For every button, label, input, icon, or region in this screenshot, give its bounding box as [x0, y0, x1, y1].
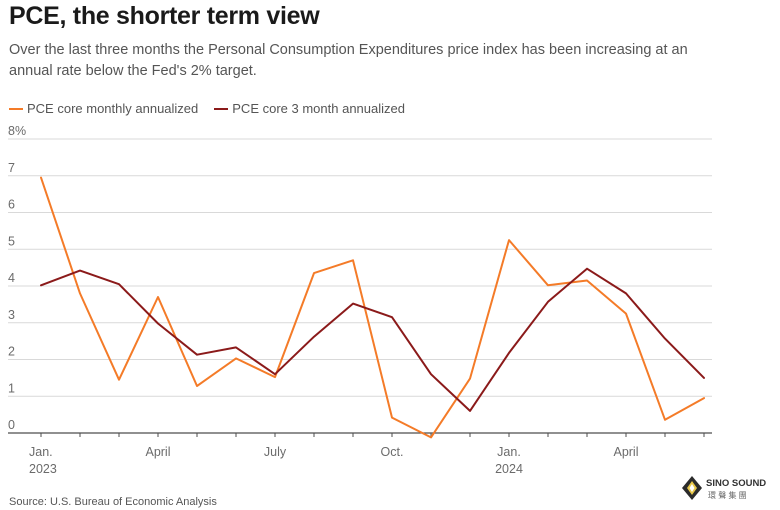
legend: PCE core monthly annualized PCE core 3 m…	[9, 101, 421, 116]
legend-swatch-monthly	[9, 107, 23, 110]
x-tick-sublabel-4: 2024	[495, 462, 523, 476]
x-tick-label-5: April	[613, 445, 638, 459]
legend-item-monthly: PCE core monthly annualized	[9, 101, 198, 116]
chart-title: PCE, the shorter term view	[9, 2, 320, 30]
x-tick-label-0: Jan.	[29, 445, 53, 459]
y-tick-label-1: 1	[8, 381, 15, 395]
y-tick-label-3: 3	[8, 308, 15, 322]
y-tick-label-0: 0	[8, 418, 15, 432]
y-tick-label-2: 2	[8, 345, 15, 359]
x-tick-label-4: Jan.	[497, 445, 521, 459]
logo-subname: 環 聲 集 團	[708, 490, 747, 500]
y-tick-label-7: 7	[8, 161, 15, 175]
y-tick-label-4: 4	[8, 271, 15, 285]
x-tick-label-2: July	[264, 445, 287, 459]
chart-subtitle: Over the last three months the Personal …	[9, 42, 688, 79]
y-tick-label-8: 8%	[8, 124, 26, 138]
logo-diamond-icon	[682, 476, 702, 500]
x-tick-label-1: April	[145, 445, 170, 459]
y-tick-label-6: 6	[8, 198, 15, 212]
legend-swatch-three-month	[214, 107, 229, 110]
legend-label-three-month: PCE core 3 month annualized	[232, 101, 405, 116]
line-chart: 0 1 2 3 4 5 6 7 8% Jan. 2023 April July Oct. Jan. 2024 A…	[8, 124, 712, 476]
y-tick-label-5: 5	[8, 234, 15, 248]
legend-item-three-month: PCE core 3 month annualized	[214, 101, 405, 116]
logo-name: SINO SOUND	[706, 478, 766, 489]
x-tick-sublabel-0: 2023	[29, 462, 57, 476]
source-note: Source: U.S. Bureau of Economic Analysis	[9, 496, 217, 508]
x-tick-label-3: Oct.	[381, 445, 404, 459]
series-line-monthly	[40, 176, 705, 439]
sino-sound-logo: SINO SOUND 環 聲 集 團	[682, 476, 766, 500]
legend-label-monthly: PCE core monthly annualized	[27, 101, 199, 116]
series-line-three-month	[40, 267, 705, 412]
